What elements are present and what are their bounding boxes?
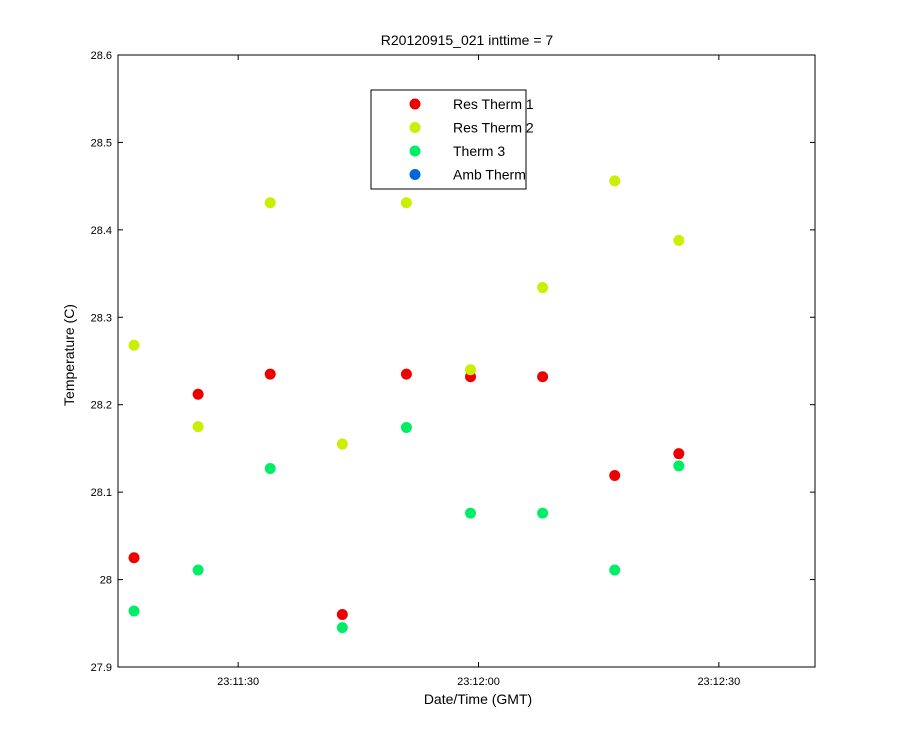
data-point [336,622,348,634]
data-point [609,470,621,482]
data-point [673,234,685,246]
x-tick-label: 23:12:30 [697,676,740,688]
legend-marker [409,122,421,133]
legend-label: Res Therm 2 [453,120,534,136]
data-point [537,282,549,294]
x-tick-label: 23:12:00 [457,676,500,688]
data-point [400,421,412,433]
data-point [128,605,140,617]
x-axis-label: Date/Time (GMT) [424,691,532,707]
data-point [537,371,549,383]
data-point [673,448,685,460]
data-points [128,175,685,634]
legend-marker [409,98,421,110]
y-tick-label: 28.3 [91,312,112,324]
legend-box [370,89,527,190]
data-point [128,552,140,564]
legend: Res Therm 1 Res Therm 2 Therm 3 Amb Therm [370,89,534,190]
chart-title: R20120915_021 inttime = 7 [381,32,554,48]
x-tick-label: 23:11:30 [217,676,259,688]
y-tick-label: 27.9 [91,662,112,674]
data-point [336,438,348,450]
legend-label: Therm 3 [453,143,505,159]
y-tick-label: 28 [100,575,112,587]
data-point [465,507,477,519]
data-point [192,421,204,433]
data-point [400,197,412,209]
x-axis: 23:11:30 23:12:00 23:12:30 [217,55,740,688]
y-tick-label: 28.1 [91,487,112,499]
data-point [609,564,621,576]
legend-marker [409,145,421,157]
y-tick-label: 28.5 [91,137,112,149]
y-tick-label: 28.4 [91,225,112,237]
data-point [264,463,276,475]
legend-label: Amb Therm [453,167,526,183]
data-point [537,507,549,519]
y-axis: 27.9 28 28.1 28.2 28.3 28.4 28.5 28.6 [91,50,815,674]
data-point [609,175,621,187]
y-axis-label: Temperature (C) [61,304,77,406]
y-tick-label: 28.6 [91,50,112,62]
data-point [192,564,204,576]
legend-label: Res Therm 1 [453,96,534,112]
y-tick-label: 28.2 [91,400,112,412]
data-point [400,368,412,380]
data-point [336,609,348,621]
data-point [673,460,685,472]
data-point [264,368,276,380]
data-point [192,388,204,400]
data-point [128,339,140,351]
data-point [465,364,477,376]
legend-marker [409,169,421,180]
data-point [264,197,276,209]
